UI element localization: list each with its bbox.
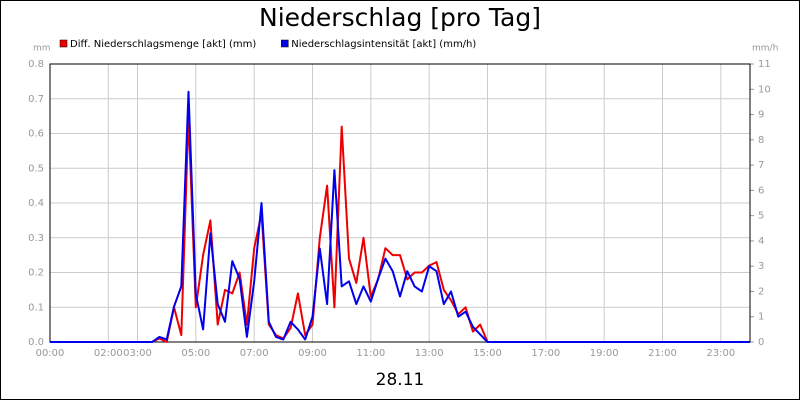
series-line [50, 115, 750, 343]
legend-label: Niederschlagsintensität [akt] (mm/h) [291, 39, 476, 50]
y2-tick-label: 5 [758, 211, 764, 222]
x-tick-label: 09:00 [298, 348, 327, 359]
y-tick-label: 0.3 [28, 233, 44, 244]
x-tick-label: 03:00 [123, 348, 152, 359]
y-tick-label: 0.4 [28, 198, 44, 209]
x-tick-label: 13:00 [415, 348, 444, 359]
x-tick-label: 05:00 [181, 348, 210, 359]
y-tick-label: 0.7 [28, 94, 44, 105]
legend-label: Diff. Niederschlagsmenge [akt] (mm) [70, 39, 256, 50]
x-tick-label: 17:00 [531, 348, 560, 359]
y-tick-label: 0.0 [28, 337, 44, 348]
y2-tick-label: 2 [758, 286, 764, 297]
x-tick-label: 21:00 [648, 348, 677, 359]
x-tick-label: 07:00 [240, 348, 269, 359]
y2-tick-label: 7 [758, 160, 764, 171]
x-tick-label: 11:00 [356, 348, 385, 359]
y-tick-label: 0.8 [28, 59, 44, 70]
legend-swatch [281, 39, 289, 48]
series-line [50, 90, 750, 343]
x-tick-label: 00:00 [36, 348, 65, 359]
y2-tick-label: 8 [758, 135, 764, 146]
chart-subtitle: 28.11 [376, 370, 425, 390]
y-tick-label: 0.5 [28, 163, 44, 174]
y-axis-label: mm [33, 44, 51, 54]
y2-tick-label: 11 [758, 59, 771, 70]
x-tick-label: 23:00 [706, 348, 735, 359]
y2-tick-label: 1 [758, 312, 764, 323]
x-tick-label: 15:00 [473, 348, 502, 359]
y-tick-label: 0.6 [28, 129, 44, 140]
y2-axis-label: mm/h [752, 44, 778, 54]
y2-tick-label: 6 [758, 185, 764, 196]
y2-tick-label: 9 [758, 110, 764, 121]
chart-title: Niederschlag [pro Tag] [259, 3, 541, 32]
plot-border [49, 63, 751, 343]
x-tick-label: 02:00 [94, 348, 123, 359]
legend-swatch [59, 39, 68, 48]
y-tick-label: 0.1 [28, 302, 44, 313]
y-tick-label: 0.2 [28, 268, 44, 279]
x-tick-label: 19:00 [590, 348, 619, 359]
y2-tick-label: 10 [758, 84, 771, 95]
y2-tick-label: 0 [758, 337, 764, 348]
y2-tick-label: 3 [758, 261, 764, 272]
y2-tick-label: 4 [758, 236, 764, 247]
